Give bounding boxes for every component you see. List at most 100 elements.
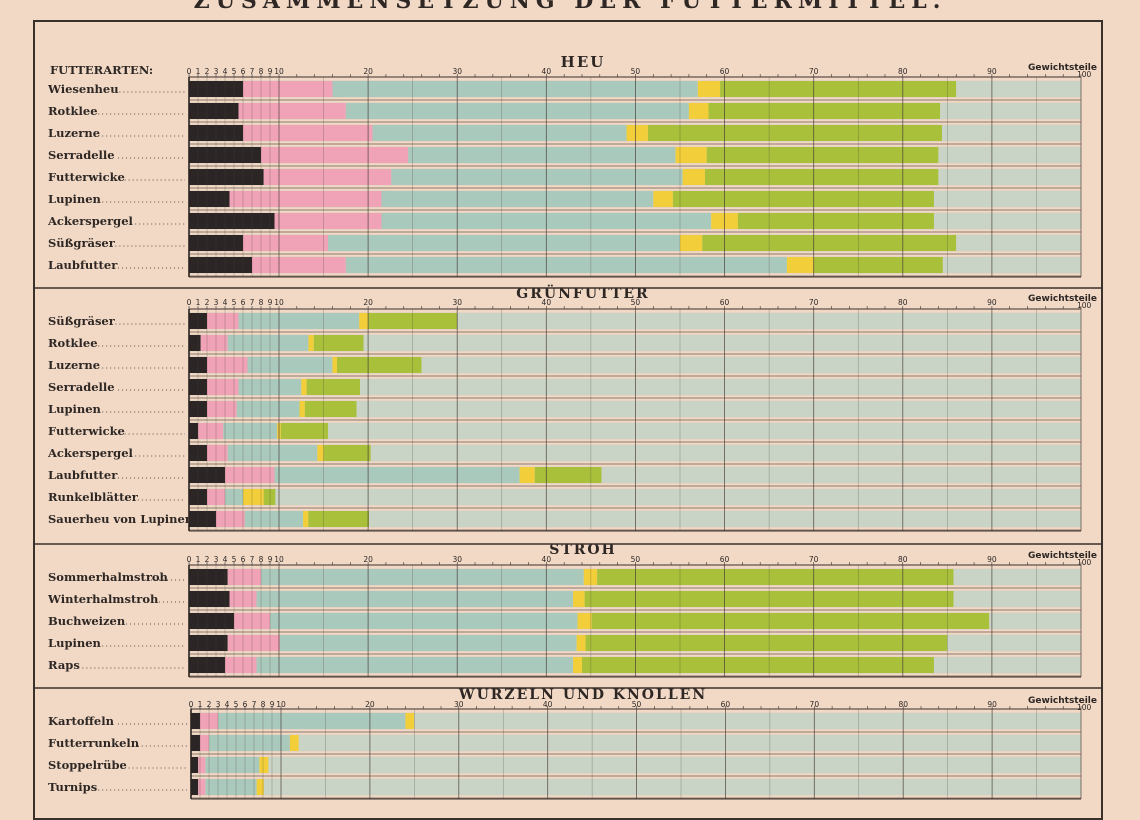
tick-label: 7 [252, 700, 257, 709]
bar-segment [229, 191, 382, 207]
tick-label: 6 [241, 555, 246, 564]
tick-label: 80 [898, 298, 908, 307]
bar-segment [207, 445, 228, 461]
tick-label: 60 [720, 555, 730, 564]
bar-segment [585, 635, 948, 651]
bar-segment [332, 81, 698, 97]
bar-row: Wiesenheu [47, 80, 1081, 101]
bar-segment [573, 591, 585, 607]
tick-label: 7 [250, 555, 255, 564]
tick-label: 1 [196, 298, 201, 307]
tick-label: 3 [216, 700, 221, 709]
bar-segment [421, 357, 1082, 373]
bar-segment [261, 147, 409, 163]
tick-label: 0 [189, 700, 194, 709]
tick-label: 80 [898, 67, 908, 76]
bar-segment [933, 191, 1081, 207]
bar-segment [299, 401, 305, 417]
bar-segment [737, 213, 934, 229]
bar-row: Ackerspergel [47, 444, 1082, 465]
bar-row: Rotklee [48, 334, 1082, 355]
bar-segment [576, 635, 586, 651]
bar-segment [680, 235, 703, 251]
bar-segment [941, 125, 1081, 141]
bar-segment [256, 657, 574, 673]
tick-label: 3 [214, 67, 219, 76]
bar-segment [227, 335, 309, 351]
bar-row: Futterwicke [48, 168, 1081, 189]
tick-label: 70 [809, 298, 819, 307]
tick-label: 4 [223, 298, 228, 307]
row-label: Laubfutter [48, 468, 118, 482]
page-title: ZUSAMMENSETZUNG DER FUTTERMITTEL. [193, 0, 947, 14]
bar-segment [207, 313, 239, 329]
bar-segment [247, 357, 333, 373]
tick-label: 8 [261, 700, 266, 709]
bar-segment [200, 735, 209, 751]
bar-segment [577, 613, 592, 629]
tick-label: 7 [250, 298, 255, 307]
row-label: Rotklee [48, 104, 98, 118]
tick-label: 1 [196, 555, 201, 564]
tick-label: 9 [268, 555, 273, 564]
tick-label: 80 [898, 555, 908, 564]
tick-label: 0 [187, 67, 192, 76]
section-title: STROH [549, 542, 617, 558]
tick-label: 60 [720, 298, 730, 307]
bar-segment [225, 657, 257, 673]
bar-segment [940, 103, 1081, 119]
bar-segment [328, 235, 680, 251]
tick-label: 50 [631, 555, 641, 564]
bar-row: Sauerheu von Lupinen [48, 510, 1082, 531]
tick-label: 2 [205, 67, 210, 76]
tick-label: 8 [259, 67, 264, 76]
bar-segment [953, 569, 1081, 585]
bar-row: Stoppelrübe [48, 756, 1081, 777]
section-title: WURZELN UND KNOLLEN [458, 687, 707, 703]
tick-label: 40 [542, 67, 552, 76]
chart-section-3: STROH 0 1 2 3 4 5 6 7 8 9 10 20 30 40 50 60 70 80 90 100Gewi… [47, 542, 1097, 678]
tick-label: 9 [270, 700, 275, 709]
bar-segment [938, 147, 1081, 163]
row-label: Kartoffeln [48, 714, 115, 728]
bar-segment [682, 169, 705, 185]
bar-segment [189, 213, 275, 229]
tick-label: 10 [276, 700, 286, 709]
row-label: Luzerne [48, 358, 100, 372]
bar-segment [308, 511, 370, 527]
bar-segment [256, 779, 264, 795]
bar-segment [626, 125, 648, 141]
bar-segment [591, 613, 990, 629]
bar-segment [189, 169, 264, 185]
chart-section-4: WURZELN UND KNOLLEN 0 1 2 3 4 5 6 7 8 9 10 20 30 40 50 6… [48, 687, 1097, 800]
row-label: Laubfutter [48, 258, 118, 272]
bar-segment [345, 257, 787, 273]
bar-segment [303, 511, 309, 527]
bar-segment [207, 379, 239, 395]
tick-label: 8 [259, 555, 264, 564]
tick-label: 70 [809, 67, 819, 76]
bar-row: Raps [48, 656, 1081, 677]
row-label: Süßgräser [48, 236, 116, 250]
bar-segment [323, 445, 371, 461]
tick-label: 20 [363, 555, 373, 564]
row-label: Luzerne [48, 126, 100, 140]
bar-segment [989, 613, 1081, 629]
tick-label: 20 [363, 298, 373, 307]
bar-segment [243, 235, 329, 251]
unit-label: Gewichtsteile [1028, 696, 1097, 706]
bar-segment [275, 489, 1081, 505]
bar-segment [414, 713, 1081, 729]
bar-segment [702, 235, 957, 251]
bar-row: Lupinen [48, 634, 1081, 655]
tick-label: 40 [542, 555, 552, 564]
bar-segment [189, 569, 228, 585]
bar-segment [191, 757, 199, 773]
bar-segment [356, 401, 1081, 417]
bar-segment [189, 257, 252, 273]
tick-label: 50 [631, 298, 641, 307]
row-label: Wiesenheu [47, 82, 119, 96]
bar-segment [227, 445, 318, 461]
